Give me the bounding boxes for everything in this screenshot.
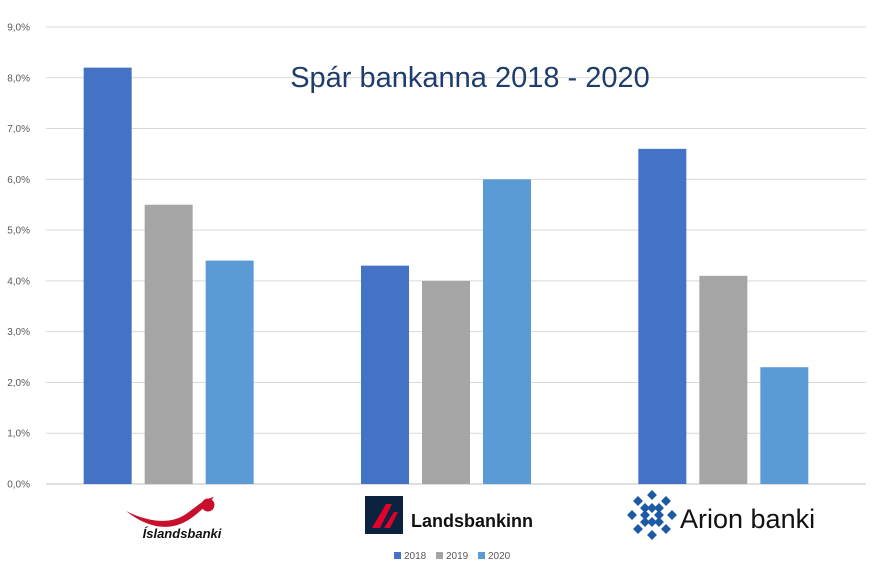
legend-label-2020: 2020	[488, 551, 511, 562]
y-tick-label: 0,0%	[7, 480, 30, 491]
logo-diamond	[647, 530, 657, 540]
logo-diamond	[640, 503, 650, 513]
bar-2020-0	[205, 260, 254, 484]
category-label-2: Arion banki	[680, 504, 815, 534]
bar-2019-1	[422, 280, 470, 484]
legend-label-2018: 2018	[404, 551, 427, 562]
y-tick-label: 9,0%	[7, 23, 30, 34]
y-tick-label: 4,0%	[7, 276, 30, 287]
logo-diamond	[667, 510, 677, 520]
bar-2019-0	[144, 204, 193, 484]
bar-2020-1	[483, 179, 531, 485]
logo-diamond	[640, 517, 650, 527]
logo-diamond	[661, 496, 671, 506]
category-label-1: Landsbankinn	[411, 511, 533, 531]
bar-2019-2	[699, 275, 748, 484]
bar-2020-2	[760, 367, 809, 484]
logo-diamond	[633, 524, 643, 534]
logo-diamond	[647, 490, 657, 500]
logo-diamond	[627, 510, 637, 520]
logo-diamond	[661, 524, 671, 534]
legend-swatch-2020	[478, 552, 485, 559]
y-tick-label: 2,0%	[7, 378, 30, 389]
logo-swoosh	[126, 497, 214, 527]
y-tick-label: 3,0%	[7, 327, 30, 338]
y-axis-ticks: 0,0% 1,0% 2,0% 3,0% 4,0% 5,0% 6,0% 7,0% 8,0% 9,0%	[7, 23, 30, 491]
logo-diamond	[633, 496, 643, 506]
chart-title: Spár bankanna 2018 - 2020	[290, 62, 650, 94]
category-logo-arion: Arion banki	[627, 490, 815, 540]
category-label-0: Íslandsbanki	[143, 526, 222, 541]
y-tick-label: 7,0%	[7, 124, 30, 135]
logo-diamond	[647, 503, 657, 513]
y-tick-label: 1,0%	[7, 429, 30, 440]
y-tick-label: 5,0%	[7, 226, 30, 237]
logo-slash-2	[384, 512, 398, 528]
logo-star-icon	[627, 490, 677, 540]
logo-diamond	[647, 517, 657, 527]
logo-diamond	[654, 517, 664, 527]
bar-2018-1	[361, 265, 409, 484]
logo-slash	[372, 504, 392, 528]
bar-2018-0	[83, 67, 132, 484]
legend: 2018 2019 2020	[394, 551, 511, 562]
category-logo-landsbankinn: Landsbankinn	[365, 496, 533, 534]
category-logo-islandsbanki: Íslandsbanki	[126, 497, 222, 541]
bar-2018-2	[638, 148, 687, 484]
logo-diamond	[640, 510, 650, 520]
y-tick-label: 6,0%	[7, 175, 30, 186]
bars	[83, 67, 809, 485]
legend-swatch-2018	[394, 552, 401, 559]
legend-label-2019: 2019	[446, 551, 469, 562]
logo-diamond	[654, 510, 664, 520]
y-tick-label: 8,0%	[7, 73, 30, 84]
logo-diamond	[654, 503, 664, 513]
legend-swatch-2019	[436, 552, 443, 559]
